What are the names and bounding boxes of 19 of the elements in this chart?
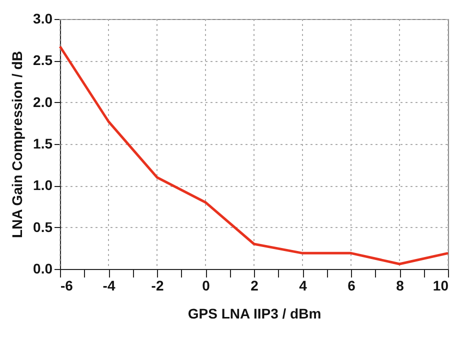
x-axis-title: GPS LNA IIP3 / dBm	[188, 306, 322, 322]
y-tick-label: 1.0	[33, 177, 53, 194]
x-tick-label: -4	[102, 278, 116, 294]
y-tick-label: 0.5	[33, 218, 53, 235]
y-tick-label: 0.0	[33, 260, 53, 276]
x-tick-label: 0	[202, 278, 210, 294]
y-tick-label: 1.5	[33, 136, 53, 152]
x-tick-label: -6	[60, 278, 74, 294]
y-tick-label: 2.0	[33, 94, 53, 110]
x-tick-label: 6	[348, 278, 356, 294]
y-tick-label: 2.5	[33, 52, 53, 68]
x-tick-label: 8	[396, 278, 404, 294]
y-axis-title: LNA Gain Compression / dB	[9, 51, 26, 238]
x-tick-label: 10	[432, 278, 449, 294]
x-tick-label: 2	[250, 278, 259, 294]
x-tick-label: -2	[151, 278, 164, 294]
y-tick-label: 3.0	[33, 10, 53, 26]
x-tick-label: 4	[299, 278, 308, 294]
line-series	[58, 45, 450, 266]
